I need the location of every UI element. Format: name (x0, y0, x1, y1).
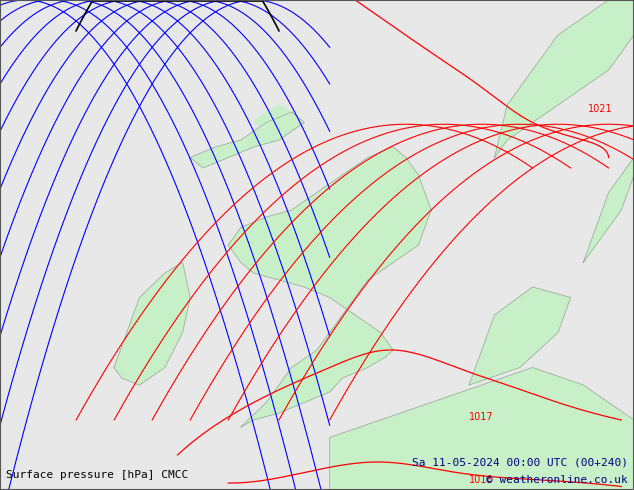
Polygon shape (114, 263, 190, 385)
Text: 1016: 1016 (469, 475, 494, 485)
Text: Surface pressure [hPa] CMCC: Surface pressure [hPa] CMCC (6, 470, 188, 480)
Text: 1017: 1017 (469, 412, 494, 422)
Text: Sa 11-05-2024 00:00 UTC (00+240): Sa 11-05-2024 00:00 UTC (00+240) (411, 458, 628, 468)
Text: © weatheronline.co.uk: © weatheronline.co.uk (486, 475, 628, 485)
Polygon shape (228, 147, 431, 427)
Polygon shape (190, 112, 304, 168)
Polygon shape (330, 368, 634, 490)
Polygon shape (469, 287, 571, 385)
Text: 1021: 1021 (588, 104, 613, 114)
Polygon shape (254, 105, 304, 133)
Polygon shape (495, 0, 634, 157)
Polygon shape (583, 157, 634, 263)
